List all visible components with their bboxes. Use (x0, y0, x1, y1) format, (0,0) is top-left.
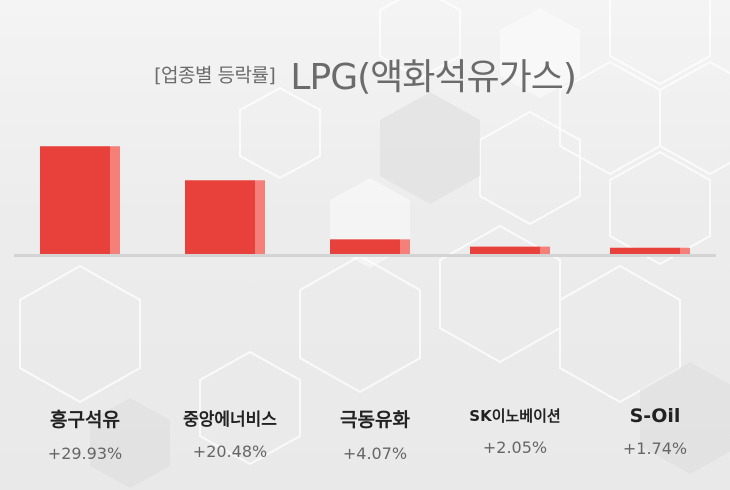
value-label: +20.48% (192, 442, 268, 461)
category-label-4: SK이노베이션 +2.05% (440, 405, 590, 457)
title-main: LPG(액화석유가스) (290, 57, 576, 98)
value-label: +1.74% (622, 439, 688, 458)
bar-side (255, 180, 265, 254)
bar-side (110, 146, 120, 254)
chart-title: [업종별 등락률] LPG(액화석유가스) (0, 48, 730, 100)
x-axis-baseline (14, 254, 716, 257)
bar-face (610, 247, 680, 254)
category-name: S-Oil (629, 405, 681, 427)
category-name: 극동유화 (340, 409, 410, 431)
bar-side (540, 246, 550, 254)
bar-face (40, 146, 110, 254)
bar-face (330, 239, 400, 254)
category-name: SK이노베이션 (469, 407, 561, 425)
category-label-1: 흥구석유 +29.93% (10, 405, 160, 463)
value-label: +29.93% (47, 444, 123, 463)
bar-2 (185, 180, 265, 254)
category-name: 흥구석유 (50, 409, 120, 431)
bar-5 (610, 247, 690, 254)
category-label-3: 극동유화 +4.07% (300, 405, 450, 463)
bar-side (400, 239, 410, 254)
value-label: +2.05% (482, 438, 548, 457)
category-label-5: S-Oil +1.74% (580, 405, 730, 458)
bar-4 (470, 246, 550, 254)
value-label: +4.07% (342, 444, 408, 463)
category-name: 중앙에너비스 (183, 410, 277, 430)
title-prefix: [업종별 등락률] (154, 64, 276, 87)
bar-side (680, 247, 690, 254)
bar-face (470, 246, 540, 254)
category-label-2: 중앙에너비스 +20.48% (155, 405, 305, 461)
category-labels: 흥구석유 +29.93% 중앙에너비스 +20.48% 극동유화 +4.07% SK이노베이… (0, 405, 730, 485)
bar-3 (330, 239, 410, 254)
bar-face (185, 180, 255, 254)
bar-1 (40, 146, 120, 254)
